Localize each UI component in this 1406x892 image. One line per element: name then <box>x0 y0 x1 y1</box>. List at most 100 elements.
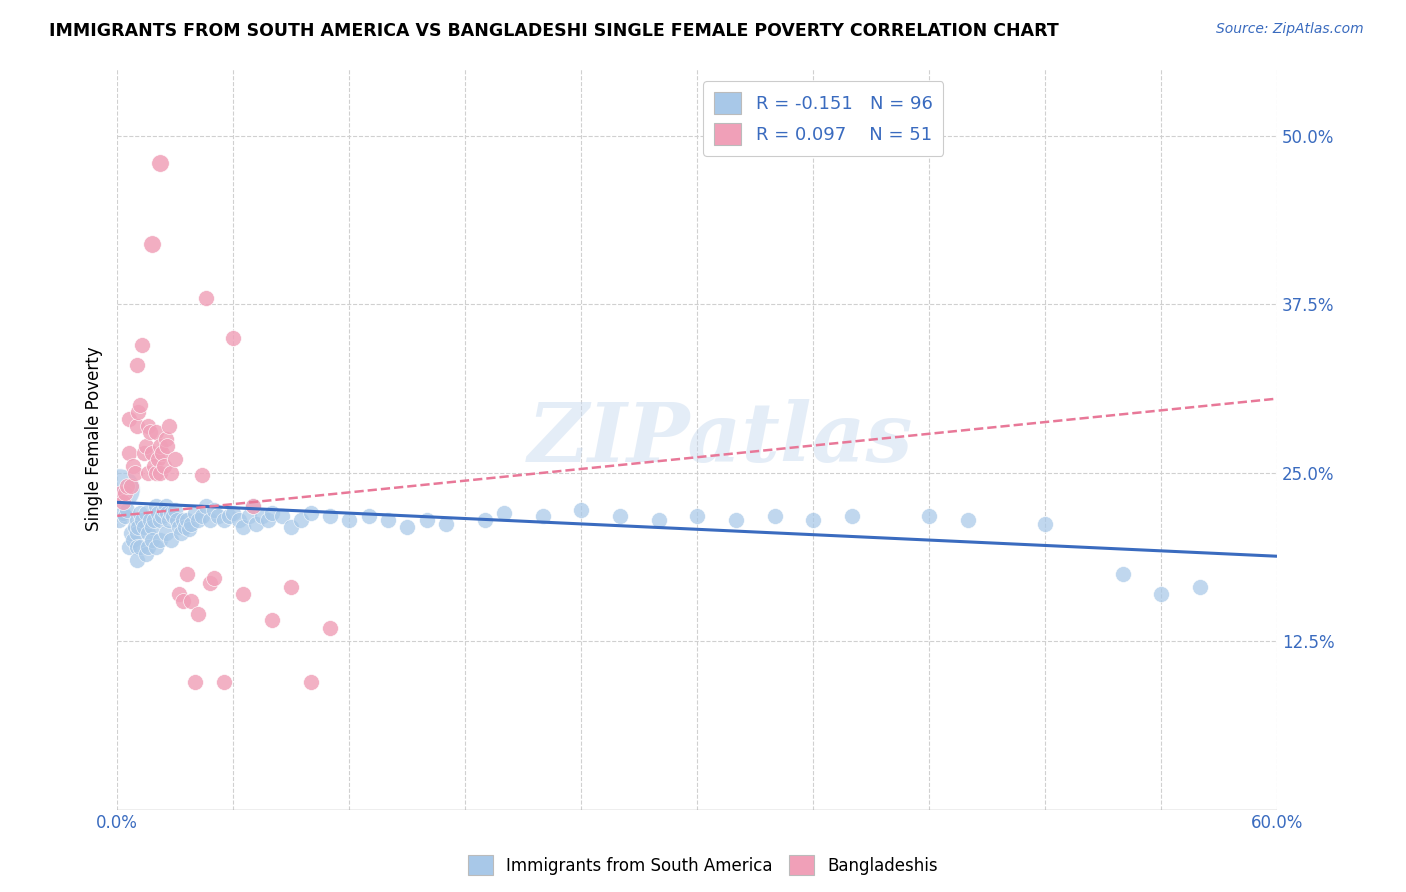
Point <box>139 425 162 440</box>
Text: IMMIGRANTS FROM SOUTH AMERICA VS BANGLADESHI SINGLE FEMALE POVERTY CORRELATION C: IMMIGRANTS FROM SOUTH AMERICA VS BANGLAD… <box>49 22 1059 40</box>
Point <box>198 576 221 591</box>
Point <box>195 500 218 514</box>
Point <box>149 513 172 527</box>
Point <box>531 508 554 523</box>
Point <box>115 479 138 493</box>
Point <box>166 513 188 527</box>
Point <box>165 452 187 467</box>
Point <box>222 331 245 345</box>
Y-axis label: Single Female Poverty: Single Female Poverty <box>86 347 103 532</box>
Point <box>173 519 195 533</box>
Point <box>434 516 457 531</box>
Point <box>135 439 157 453</box>
Point <box>724 513 747 527</box>
Point <box>134 519 156 533</box>
Point <box>187 513 209 527</box>
Point <box>145 500 167 514</box>
Point <box>127 519 149 533</box>
Point <box>134 445 156 459</box>
Point <box>176 566 198 581</box>
Point <box>125 553 148 567</box>
Point <box>125 540 148 554</box>
Point <box>118 445 141 459</box>
Point <box>222 506 245 520</box>
Point <box>956 513 979 527</box>
Point <box>141 445 163 459</box>
Point <box>124 519 146 533</box>
Point <box>139 513 162 527</box>
Point <box>257 513 280 527</box>
Point <box>108 482 131 496</box>
Point <box>299 674 322 689</box>
Point <box>242 500 264 514</box>
Point <box>183 506 205 520</box>
Point <box>125 418 148 433</box>
Point <box>125 358 148 372</box>
Point <box>202 503 225 517</box>
Legend: R = -0.151   N = 96, R = 0.097    N = 51: R = -0.151 N = 96, R = 0.097 N = 51 <box>703 81 943 156</box>
Point <box>131 513 153 527</box>
Point <box>150 445 173 459</box>
Point <box>569 503 592 517</box>
Point <box>647 513 669 527</box>
Point <box>165 503 187 517</box>
Point <box>686 508 709 523</box>
Point <box>156 439 179 453</box>
Point <box>396 519 419 533</box>
Point <box>841 508 863 523</box>
Point <box>142 513 165 527</box>
Point <box>280 580 302 594</box>
Point <box>242 500 264 514</box>
Point <box>270 508 292 523</box>
Point <box>142 458 165 473</box>
Point <box>108 513 131 527</box>
Point <box>152 503 174 517</box>
Point <box>136 540 159 554</box>
Point <box>180 593 202 607</box>
Point <box>120 479 142 493</box>
Point <box>170 526 193 541</box>
Point <box>141 236 163 251</box>
Point <box>114 486 136 500</box>
Point <box>157 418 180 433</box>
Point <box>228 513 250 527</box>
Point <box>167 587 190 601</box>
Point <box>319 508 342 523</box>
Point <box>141 519 163 533</box>
Text: Source: ZipAtlas.com: Source: ZipAtlas.com <box>1216 22 1364 37</box>
Point <box>155 500 177 514</box>
Point <box>141 533 163 547</box>
Point <box>156 506 179 520</box>
Point <box>135 547 157 561</box>
Point <box>180 516 202 531</box>
Point <box>160 466 183 480</box>
Point <box>145 540 167 554</box>
Point <box>250 508 273 523</box>
Point <box>245 516 267 531</box>
Point <box>145 425 167 440</box>
Text: ZIPatlas: ZIPatlas <box>527 399 912 479</box>
Point <box>357 508 380 523</box>
Point <box>124 466 146 480</box>
Point <box>136 466 159 480</box>
Point <box>218 508 240 523</box>
Point <box>195 291 218 305</box>
Point <box>238 508 260 523</box>
Point <box>191 468 214 483</box>
Point <box>177 522 200 536</box>
Point <box>160 506 183 520</box>
Point <box>1033 516 1056 531</box>
Point <box>125 526 148 541</box>
Point <box>149 439 172 453</box>
Point <box>212 513 235 527</box>
Point <box>149 466 172 480</box>
Point <box>198 513 221 527</box>
Point <box>155 432 177 446</box>
Point <box>918 508 941 523</box>
Point <box>129 398 152 412</box>
Point <box>492 506 515 520</box>
Point <box>377 513 399 527</box>
Point <box>260 506 283 520</box>
Point <box>131 337 153 351</box>
Point <box>212 674 235 689</box>
